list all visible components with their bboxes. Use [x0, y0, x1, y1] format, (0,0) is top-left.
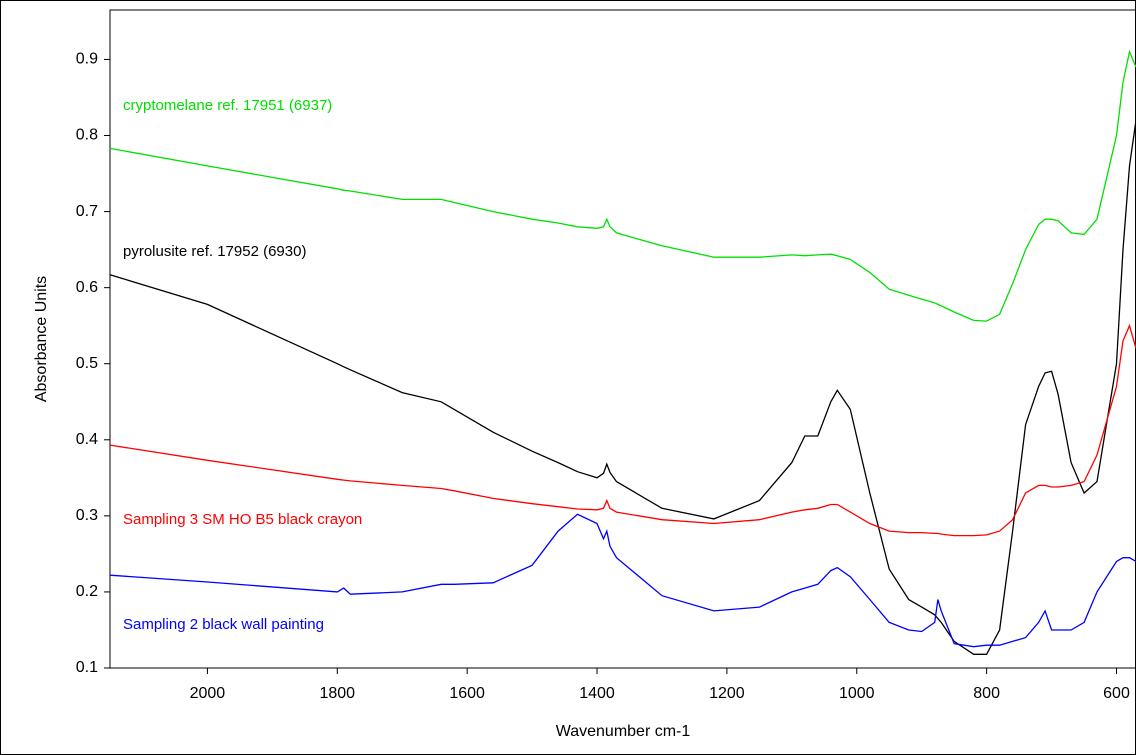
- y-axis-label: Absorbance Units: [33, 276, 50, 402]
- series-line: [109, 513, 1136, 648]
- x-tick-label: 600: [1103, 685, 1130, 702]
- y-tick-label: 0.3: [76, 507, 98, 524]
- series-label: pyrolusite ref. 17952 (6930): [123, 243, 306, 260]
- y-tick-label: 0.9: [76, 51, 98, 68]
- y-tick-label: 0.7: [76, 203, 98, 220]
- x-tick-label: 2000: [190, 685, 226, 702]
- y-tick-label: 0.5: [76, 355, 98, 372]
- plot-area: [109, 9, 1136, 669]
- x-tick-label: 1400: [579, 685, 615, 702]
- series-label: Sampling 3 SM HO B5 black crayon: [123, 511, 362, 528]
- series-label: Sampling 2 black wall painting: [123, 616, 324, 633]
- y-tick-label: 0.8: [76, 127, 98, 144]
- series-line: [109, 323, 1136, 537]
- x-tick-label: 1800: [319, 685, 355, 702]
- series-line: [109, 120, 1136, 655]
- series-line: [109, 49, 1136, 322]
- y-tick-label: 0.1: [76, 659, 98, 676]
- series-label: cryptomelane ref. 17951 (6937): [123, 97, 332, 114]
- x-tick-label: 1600: [449, 685, 485, 702]
- y-tick-label: 0.2: [76, 583, 98, 600]
- y-tick-label: 0.6: [76, 279, 98, 296]
- x-tick-label: 1000: [839, 685, 875, 702]
- x-tick-label: 800: [973, 685, 1000, 702]
- y-tick-label: 0.4: [76, 431, 98, 448]
- x-tick-label: 1200: [709, 685, 745, 702]
- x-axis-label: Wavenumber cm-1: [556, 723, 691, 740]
